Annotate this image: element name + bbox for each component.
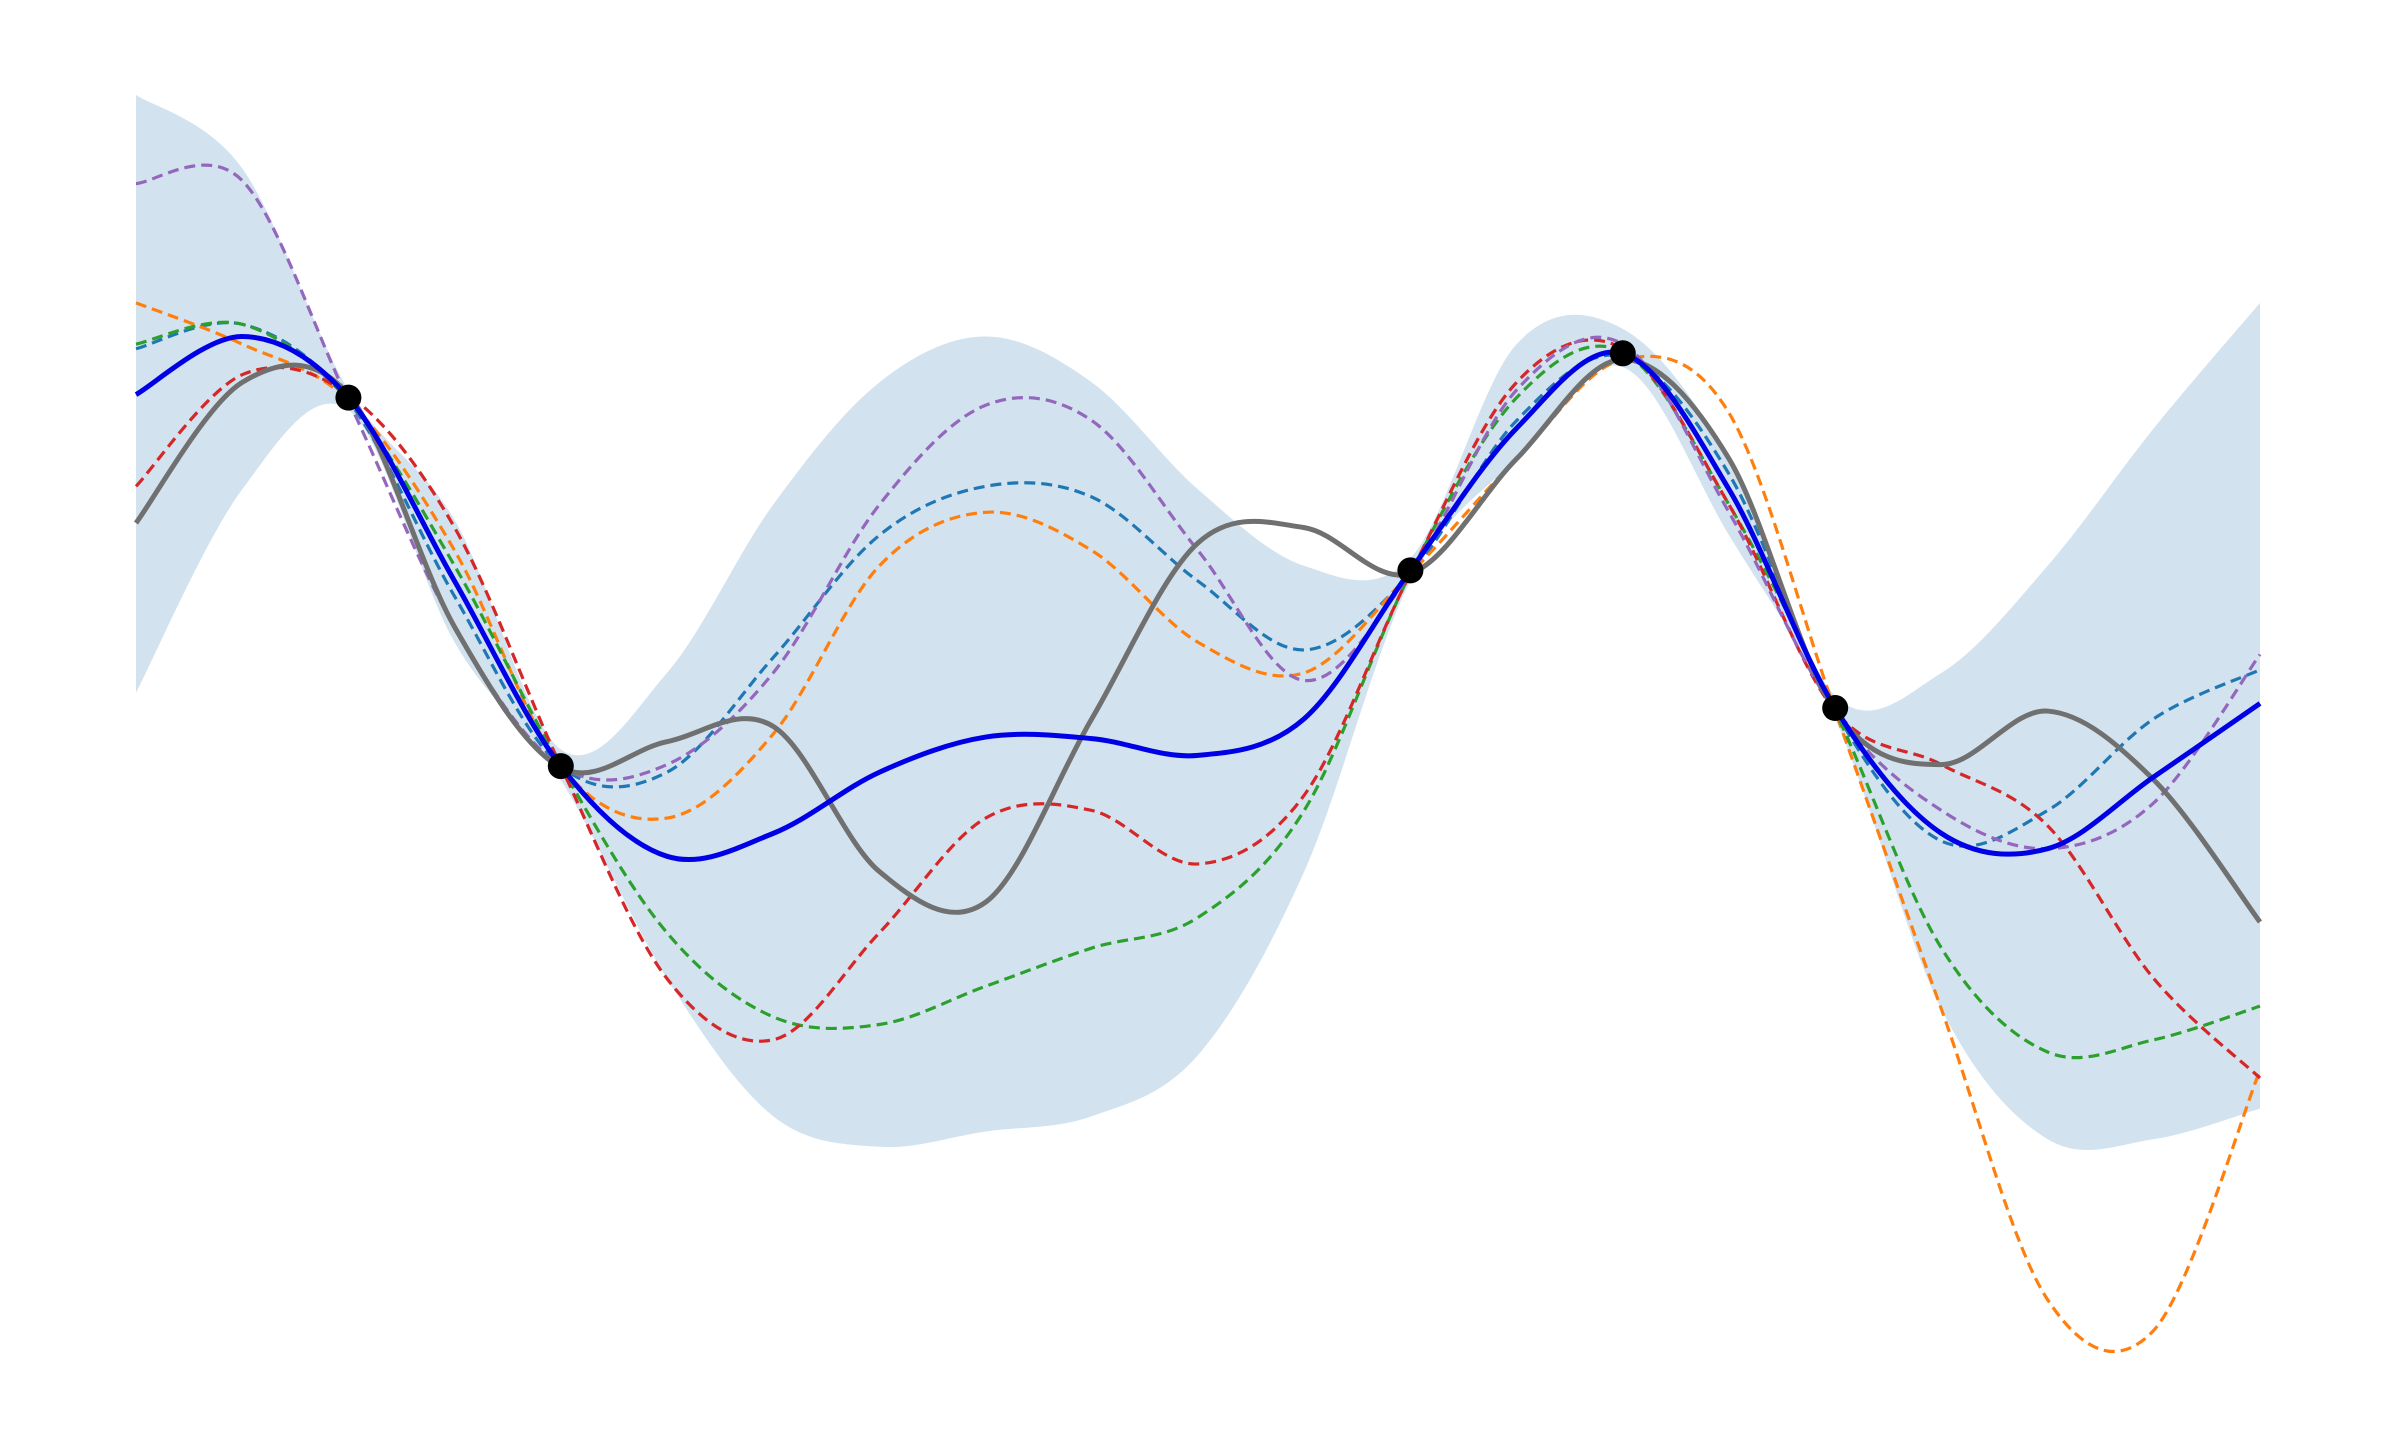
observation-point	[1397, 557, 1424, 584]
confidence-band	[136, 94, 2260, 1151]
mean-line	[134, 333, 2262, 863]
mean-line	[134, 356, 2263, 924]
observation-point	[1609, 340, 1636, 367]
observation-point	[335, 384, 362, 411]
observation-point	[547, 753, 574, 780]
sample-line	[135, 321, 2261, 848]
observation-point	[1822, 695, 1849, 722]
sample-line	[134, 338, 2262, 1080]
sample-line	[135, 320, 2261, 1060]
